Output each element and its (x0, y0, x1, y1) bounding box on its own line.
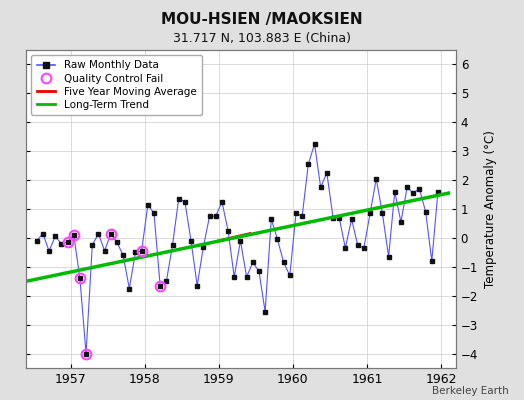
Y-axis label: Temperature Anomaly (°C): Temperature Anomaly (°C) (484, 130, 497, 288)
Text: MOU-HSIEN /MAOKSIEN: MOU-HSIEN /MAOKSIEN (161, 12, 363, 27)
Legend: Raw Monthly Data, Quality Control Fail, Five Year Moving Average, Long-Term Tren: Raw Monthly Data, Quality Control Fail, … (31, 55, 202, 115)
Text: Berkeley Earth: Berkeley Earth (432, 386, 508, 396)
Text: 31.717 N, 103.883 E (China): 31.717 N, 103.883 E (China) (173, 32, 351, 45)
